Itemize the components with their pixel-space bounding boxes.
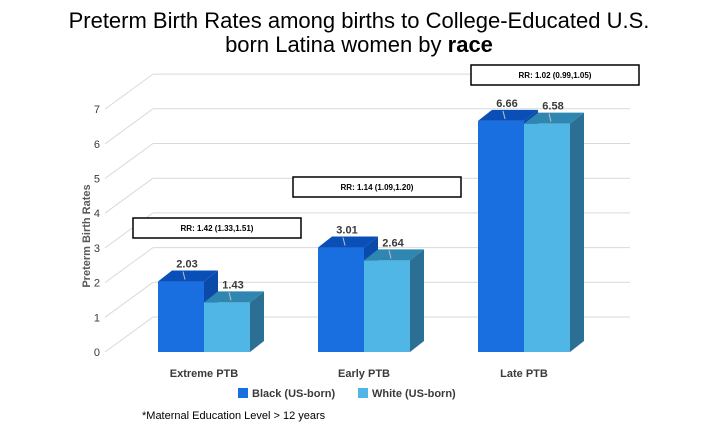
data-label: 1.43 [222,279,243,291]
gridline-side [104,108,154,145]
rr-annotation: RR: 1.02 (0.99,1.05) [519,71,592,80]
bar-top [524,112,584,124]
data-label-leader [182,271,186,280]
y-tick-label: 3 [94,243,100,255]
data-label: 2.03 [176,259,197,271]
data-label-leader [548,113,552,122]
data-label-leader [228,292,232,301]
y-tick-label: 2 [94,278,100,290]
bar-side [410,249,424,352]
gridline-side [104,281,154,318]
bar-top [364,249,424,261]
bar-white [364,260,410,352]
rr-annotation-box [292,176,462,198]
bar-side [570,112,584,352]
bar-top [158,270,218,282]
bar-top [478,109,538,121]
rr-annotation-box [132,217,302,239]
x-tick-label: Late PTB [500,368,548,380]
gridline-side [104,177,154,214]
bar-white [524,123,570,352]
bar-black [158,281,204,352]
y-tick-label: 5 [94,174,100,186]
legend-label: White (US-born) [372,388,456,400]
y-tick-label: 4 [94,208,100,220]
legend-swatch [358,388,368,398]
chart-title-line2-bold: race [447,32,493,57]
y-tick-label: 0 [94,347,100,359]
chart-title-line1: Preterm Birth Rates among births to Coll… [68,8,650,33]
rr-annotation: RR: 1.14 (1.09,1.20) [341,183,414,192]
bar-black [478,120,524,352]
data-label: 3.01 [336,225,357,237]
chart-title-line2-text: born Latina women by [225,32,448,57]
rr-annotation: RR: 1.42 (1.33,1.51) [181,224,254,233]
gridline-side [104,73,154,110]
x-tick-label: Extreme PTB [170,368,239,380]
y-axis-title: Preterm Birth Rates [81,184,93,287]
bar-side [250,291,264,352]
data-label-leader [502,110,506,120]
y-tick-label: 7 [94,104,100,116]
data-label: 6.66 [496,98,517,110]
gridline-side [104,143,154,179]
bar-top [204,291,264,303]
rr-annotation-box [470,64,640,86]
data-label: 6.58 [542,101,563,113]
y-tick-label: 1 [94,312,100,324]
data-label: 2.64 [382,237,404,249]
chart-title-line2: born Latina women by race [0,32,718,58]
bar-white [204,302,250,352]
data-label-leader [388,250,392,259]
footnote: *Maternal Education Level > 12 years [142,410,326,422]
bar-top [318,236,378,248]
legend-label: Black (US-born) [252,388,335,400]
y-tick-label: 6 [94,139,100,151]
legend-swatch [238,388,248,398]
gridline-side [104,316,154,353]
bar-black [318,247,364,352]
x-tick-label: Early PTB [338,368,390,380]
gridline-side [104,247,154,284]
data-label-leader [342,237,346,246]
